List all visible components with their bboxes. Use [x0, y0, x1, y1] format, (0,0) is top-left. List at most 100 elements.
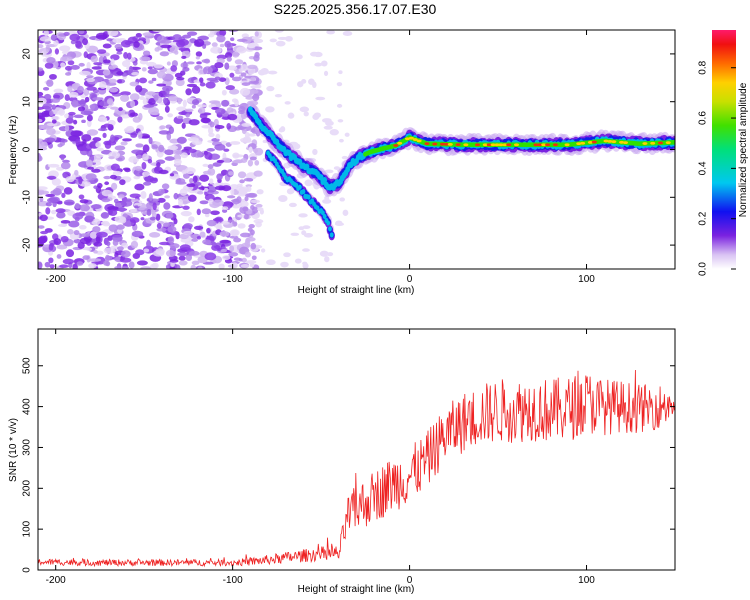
ridge-peak [408, 136, 414, 140]
noise-blob [241, 82, 251, 86]
noise-blob [38, 225, 45, 229]
noise-blob [152, 250, 165, 257]
noise-blob [174, 72, 183, 79]
noise-blob [326, 30, 335, 35]
noise-blob [79, 233, 91, 238]
noise-blob [38, 112, 49, 117]
ridge-core [328, 226, 332, 232]
ridge-peak [490, 143, 496, 147]
noise-blob [61, 56, 73, 62]
noise-blob [315, 96, 326, 101]
ridge-peak [611, 140, 617, 144]
noise-blob [259, 208, 264, 215]
noise-blob [228, 171, 234, 176]
noise-blob [95, 32, 108, 40]
noise-blob [229, 245, 235, 252]
noise-blob [334, 222, 345, 226]
noise-blob [60, 235, 69, 243]
noise-blob [135, 32, 142, 38]
noise-blob [324, 169, 334, 174]
noise-blob [48, 196, 60, 203]
spectrogram-x-ticks: -200 -100 0 100 [46, 30, 595, 285]
noise-blob [46, 128, 56, 136]
noise-blob [107, 206, 119, 211]
ridge-peak [591, 140, 597, 144]
noise-blob [168, 126, 175, 135]
noise-blob [103, 59, 111, 64]
noise-blob [191, 260, 200, 265]
noise-blob [214, 143, 226, 151]
noise-blob [253, 54, 260, 62]
noise-blob [130, 100, 136, 108]
noise-blob [128, 156, 140, 163]
noise-blob [86, 61, 91, 70]
noise-blob [216, 159, 225, 163]
noise-blob [153, 94, 159, 101]
noise-blob [152, 30, 165, 33]
noise-blob [177, 115, 184, 120]
noise-blob [78, 30, 85, 35]
noise-blob [118, 206, 126, 213]
noise-blob [99, 81, 107, 89]
snr-y-tick-label: 400 [22, 398, 33, 415]
noise-blob [160, 44, 172, 49]
noise-blob [280, 261, 289, 268]
noise-blob [106, 98, 114, 105]
noise-blob [63, 187, 73, 195]
noise-blob [84, 96, 90, 103]
noise-blob [200, 117, 211, 124]
noise-blob [106, 38, 113, 42]
noise-blob [53, 238, 62, 246]
noise-blob [339, 138, 344, 143]
noise-blob [207, 168, 216, 176]
noise-blob [165, 213, 174, 219]
noise-blob [53, 88, 64, 93]
noise-blob [60, 220, 71, 224]
noise-blob [129, 93, 140, 101]
noise-blob [97, 116, 108, 123]
noise-blob [156, 161, 161, 168]
noise-blob [244, 251, 251, 258]
noise-blob [45, 202, 53, 207]
noise-blob [169, 266, 176, 269]
noise-blob [178, 255, 186, 261]
noise-blob [164, 149, 174, 156]
noise-blob [324, 195, 330, 201]
noise-blob [93, 241, 103, 247]
noise-blob [191, 139, 203, 146]
noise-blob [177, 97, 182, 105]
noise-blob [176, 136, 187, 144]
noise-blob [231, 230, 239, 237]
noise-blob [324, 256, 330, 263]
noise-blob [249, 156, 257, 161]
noise-blob [275, 40, 286, 47]
noise-blob [122, 138, 132, 142]
noise-blob [158, 188, 165, 195]
noise-blob [42, 102, 53, 109]
noise-blob [183, 230, 193, 236]
noise-blob [75, 40, 82, 48]
noise-blob [134, 165, 142, 171]
noise-blob [157, 197, 166, 203]
noise-blob [210, 210, 220, 216]
noise-blob [314, 62, 323, 67]
noise-blob [143, 248, 150, 253]
ridge-peak [506, 143, 512, 147]
ridge-core [329, 232, 334, 238]
noise-blob [78, 194, 85, 200]
noise-blob [210, 30, 215, 36]
noise-blob [229, 88, 240, 95]
noise-blob [239, 87, 251, 96]
noise-blob [140, 217, 145, 221]
noise-blob [274, 30, 284, 33]
noise-blob [98, 128, 108, 132]
noise-blob [146, 61, 157, 67]
noise-blob [38, 97, 47, 105]
noise-blob [129, 217, 140, 224]
noise-blob [224, 40, 232, 48]
ridge-peak [439, 142, 445, 146]
noise-blob [302, 225, 311, 229]
noise-blob [65, 176, 75, 183]
noise-blob [90, 55, 99, 63]
noise-blob [175, 78, 185, 87]
